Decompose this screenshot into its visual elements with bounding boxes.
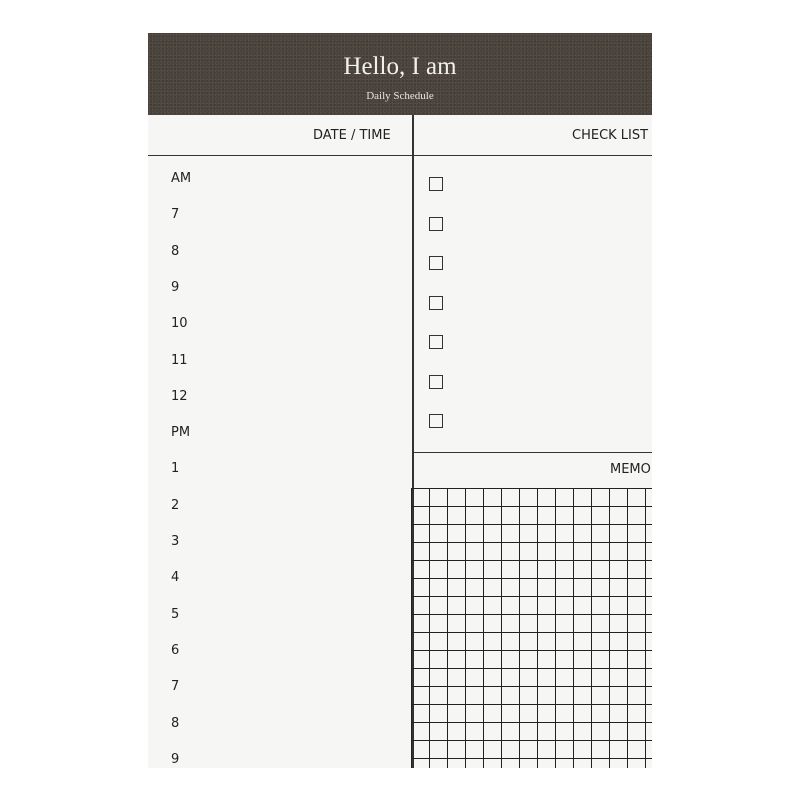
time-label: 7: [171, 207, 180, 223]
sheet-title: Hello, I am: [343, 53, 457, 80]
sheet-subtitle: Daily Schedule: [366, 90, 434, 102]
time-label: AM: [171, 171, 192, 186]
checkbox[interactable]: [429, 256, 443, 270]
checkbox[interactable]: [429, 177, 443, 191]
time-label: 6: [171, 642, 180, 658]
date-time-header: DATE / TIME: [313, 128, 391, 143]
time-label: 9: [171, 751, 180, 767]
daily-schedule-sheet: Hello, I am Daily Schedule DATE / TIME C…: [148, 33, 652, 768]
time-label: 12: [171, 388, 188, 404]
time-label: 1: [171, 461, 180, 477]
header-band: Hello, I am Daily Schedule: [148, 33, 652, 115]
time-label: 5: [171, 606, 180, 622]
checkbox[interactable]: [429, 374, 443, 389]
checkbox[interactable]: [429, 414, 443, 428]
time-label: 8: [171, 715, 180, 731]
memo-grid[interactable]: [411, 488, 652, 768]
time-label: 11: [171, 352, 188, 368]
time-label: 4: [171, 570, 180, 586]
time-label: PM: [171, 425, 191, 441]
header-divider: [148, 155, 652, 156]
memo-header: MEMO: [610, 462, 651, 477]
checkbox[interactable]: [429, 335, 443, 349]
time-label: 7: [171, 679, 180, 695]
check-list-header: CHECK LIST: [572, 128, 649, 143]
time-label: 3: [171, 534, 180, 549]
time-label: 9: [171, 279, 180, 295]
checkbox[interactable]: [429, 216, 443, 231]
column-divider: [412, 115, 414, 768]
time-label: 2: [171, 497, 180, 513]
time-label: 10: [171, 316, 188, 332]
memo-divider: [412, 452, 652, 453]
checkbox[interactable]: [429, 295, 443, 310]
time-label: 8: [171, 243, 180, 259]
